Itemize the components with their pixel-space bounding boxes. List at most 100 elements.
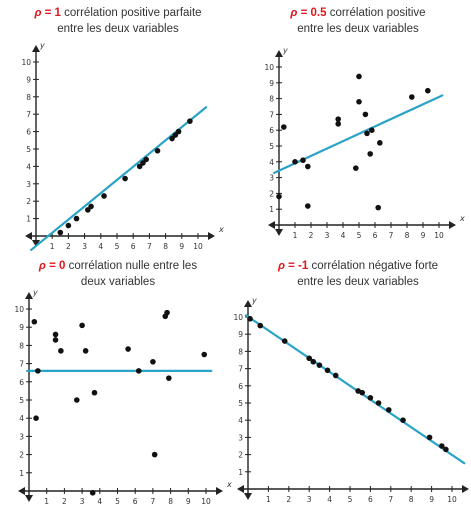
title-value: 0.5 [310, 7, 327, 19]
title-line1: corrélation positive parfaite [60, 7, 202, 19]
title-line1: corrélation négative forte [308, 260, 439, 272]
data-point [375, 204, 382, 211]
y-tick-label: 1 [19, 469, 24, 478]
data-point [52, 337, 59, 343]
title-line1: corrélation nulle entre les [65, 260, 198, 272]
y-tick-label: 3 [269, 174, 274, 183]
data-point [305, 203, 311, 209]
data-point [164, 309, 170, 316]
x-tick-label: 5 [115, 242, 120, 251]
x-tick-label: 10 [201, 497, 211, 506]
x-tick-label: 1 [293, 231, 298, 240]
x-axis-arrow-left [237, 485, 244, 493]
x-tick-label: 2 [309, 231, 314, 240]
y-tick-label: 8 [19, 341, 24, 350]
y-tick-label: 6 [238, 382, 243, 391]
y-tick-label: 7 [269, 110, 274, 119]
y-axis-arrow-up [25, 292, 33, 299]
y-tick-label: 7 [19, 360, 24, 369]
x-tick-label: 7 [147, 242, 152, 251]
x-tick-label: 3 [325, 231, 330, 240]
data-point [58, 348, 64, 354]
data-point [306, 355, 313, 362]
data-point [52, 331, 59, 338]
x-axis-arrow-left [25, 232, 32, 240]
y-tick-label: 2 [19, 451, 24, 460]
x-tick-label: 9 [421, 231, 426, 240]
x-tick-label: 6 [368, 495, 373, 504]
x-axis-arrow-right [449, 221, 456, 229]
data-point [82, 348, 89, 354]
data-point [257, 322, 264, 329]
y-tick-label: 5 [238, 399, 243, 408]
chart-title-1: ρ = 1 corrélation positive parfaite entr… [0, 5, 236, 37]
x-tick-label: 10 [447, 495, 457, 504]
data-point [31, 318, 38, 325]
title-line2: entre les deux variables [297, 23, 419, 35]
data-point [79, 322, 85, 329]
y-tick-label: 10 [21, 58, 31, 67]
y-tick-label: 9 [238, 330, 243, 339]
data-point [356, 73, 362, 80]
x-axis-arrow-right [462, 485, 469, 493]
title-line2: entre les deux variables [57, 23, 179, 35]
data-point [425, 87, 431, 94]
data-point [353, 165, 359, 171]
x-tick-label: 7 [388, 495, 393, 504]
data-point [143, 156, 149, 163]
x-tick-label: 8 [409, 495, 414, 504]
data-point [324, 367, 331, 374]
x-tick-label: 3 [307, 495, 312, 504]
data-point [305, 163, 311, 170]
x-tick-label: 1 [50, 242, 55, 251]
x-tick-label: 3 [82, 242, 87, 251]
data-point [426, 434, 433, 441]
x-axis-label: x [226, 480, 232, 489]
data-point [201, 351, 208, 358]
data-point [332, 372, 339, 379]
data-point [385, 407, 392, 413]
data-point [439, 443, 445, 449]
data-point [367, 395, 374, 401]
title-symbol: ρ [38, 260, 46, 272]
data-point [359, 389, 366, 396]
data-point [335, 116, 342, 122]
x-tick-label: 2 [286, 495, 291, 504]
data-point [281, 124, 287, 130]
y-axis-arrow-down [275, 229, 283, 236]
x-tick-label: 9 [179, 242, 184, 251]
x-axis-label: x [218, 225, 224, 234]
x-tick-label: 4 [341, 231, 346, 240]
data-point [369, 127, 375, 133]
title-eq: = [284, 260, 299, 272]
y-axis-arrow-down [25, 495, 33, 502]
x-tick-label: 1 [266, 495, 271, 504]
x-axis-arrow-left [268, 221, 275, 229]
title-eq: = [297, 7, 311, 19]
y-tick-label: 4 [19, 414, 24, 423]
data-point [91, 389, 98, 396]
title-symbol: ρ [290, 7, 298, 19]
title-symbol: ρ [277, 260, 285, 272]
x-tick-label: 2 [62, 497, 67, 506]
x-tick-label: 2 [66, 242, 71, 251]
x-axis-arrow-right [208, 232, 215, 240]
y-axis-arrow-down [244, 493, 252, 500]
data-point [175, 128, 182, 135]
y-axis-arrow-up [244, 300, 252, 307]
x-axis-arrow-left [18, 487, 25, 495]
data-point [292, 159, 298, 165]
data-point [362, 111, 369, 118]
x-tick-label: 9 [429, 495, 434, 504]
y-tick-label: 5 [26, 145, 31, 154]
x-axis-label: x [459, 214, 465, 223]
chart-title-3: ρ = 0 corrélation nulle entre les deux v… [0, 258, 236, 290]
data-point [187, 118, 193, 124]
x-tick-label: 4 [327, 495, 332, 504]
y-tick-label: 4 [238, 416, 243, 425]
x-tick-label: 8 [405, 231, 410, 240]
x-tick-label: 6 [133, 497, 138, 506]
data-point [73, 215, 80, 222]
data-point [151, 451, 158, 458]
